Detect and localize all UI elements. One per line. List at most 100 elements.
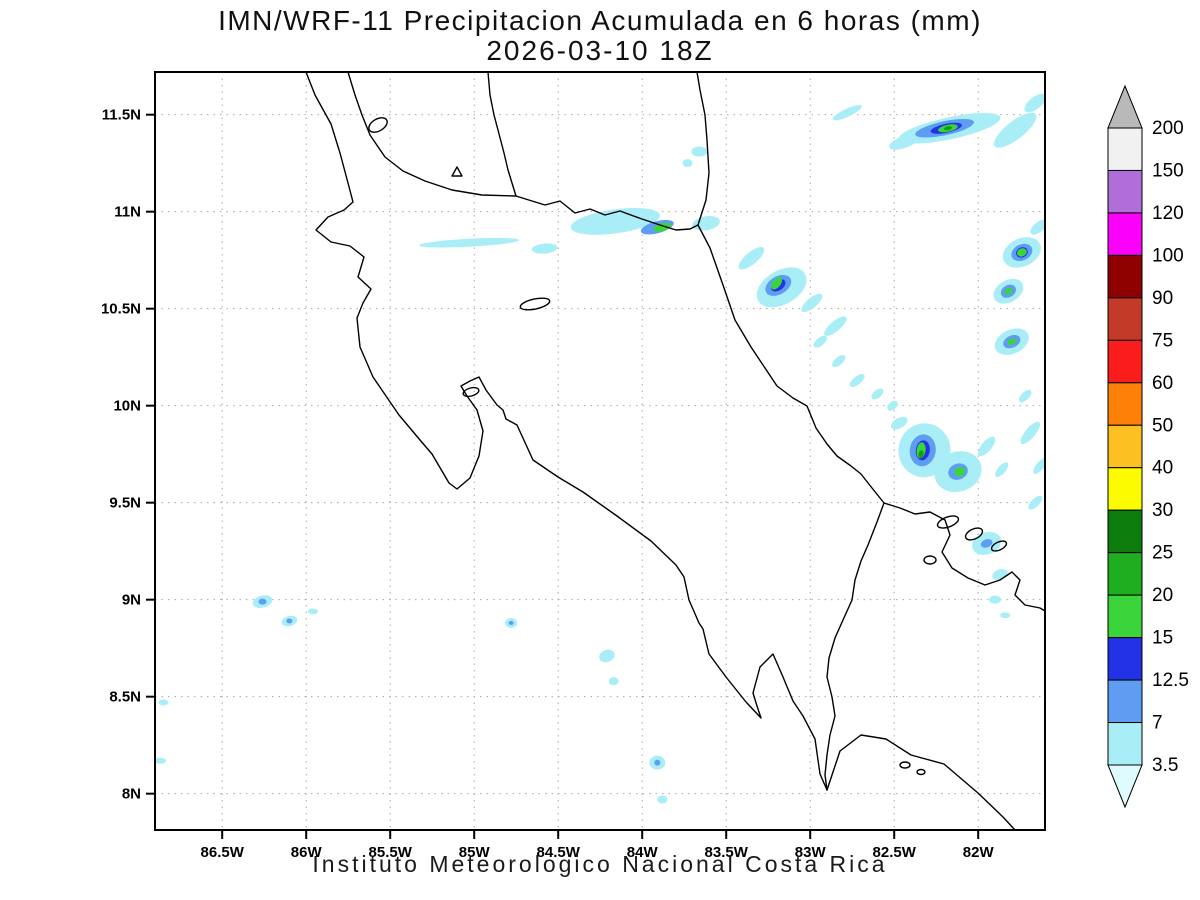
lat-tick-label: 8N <box>122 786 141 803</box>
legend-tick-label: 90 <box>1152 288 1173 309</box>
precip-cell <box>995 462 1009 478</box>
precip-cell <box>691 146 708 157</box>
precip-cell <box>599 649 615 663</box>
lat-tick-label: 9N <box>122 592 141 609</box>
lon-tick-label: 85W <box>459 844 491 861</box>
precip-cell <box>989 595 1001 604</box>
legend-arrow-bottom <box>1107 764 1143 809</box>
legend-swatch <box>1107 594 1143 639</box>
legend-tick-label: 75 <box>1152 330 1173 351</box>
legend-swatch <box>1107 169 1143 214</box>
legend-swatch <box>1107 467 1143 511</box>
footer-caption: Instituto Meteorologico Nacional Costa R… <box>312 851 887 877</box>
lon-tick-label: 83W <box>795 844 827 861</box>
precip-cell <box>531 243 558 254</box>
coastline-layer <box>305 72 1045 830</box>
precip-cell <box>824 316 847 336</box>
island-lake-nicaragua <box>368 117 388 133</box>
precip-cell <box>1017 248 1027 257</box>
precip-cell <box>1030 219 1045 235</box>
panama-border <box>824 502 885 791</box>
precip-cell <box>1033 457 1045 474</box>
lon-tick-label: 84.5W <box>537 844 581 861</box>
precip-cell <box>570 207 660 235</box>
precip-cell <box>944 126 952 131</box>
legend-swatch <box>1107 254 1143 299</box>
rio-san-juan-border <box>515 195 699 231</box>
legend-swatch <box>1107 339 1143 384</box>
lon-tick-label: 84W <box>627 844 659 861</box>
map-subtitle: 2026-03-10 18Z <box>486 35 713 66</box>
lon-tick-label: 83.5W <box>705 844 749 861</box>
precip-cell <box>155 757 167 764</box>
precip-cell <box>307 608 318 615</box>
lake-arenal <box>519 297 551 311</box>
precip-cell <box>158 699 169 706</box>
legend-tick-label: 120 <box>1152 203 1184 224</box>
lon-tick-label: 82W <box>963 844 995 861</box>
lat-tick-label: 8.5N <box>109 689 141 706</box>
colorbar-legend: 200 150 120 100 90 75 60 50 40 30 25 20 15 12.5 7 3.5 <box>1107 84 1189 809</box>
legend-tick-label: 7 <box>1152 713 1163 734</box>
legend-tick-label: 3.5 <box>1152 755 1178 776</box>
legend-tick-label: 12.5 <box>1152 670 1189 691</box>
coastline-caribbean-nicaragua <box>696 72 710 226</box>
legend-swatch <box>1107 722 1143 766</box>
lake-nicaragua-shore <box>347 72 517 197</box>
precip-cell <box>692 216 720 231</box>
precipitation-layer <box>155 93 1045 804</box>
island-triangle-marker <box>451 166 463 177</box>
precip-cell <box>1024 93 1045 113</box>
legend-swatch <box>1107 424 1143 469</box>
lat-tick-label: 10.5N <box>101 301 141 318</box>
precip-cell <box>1004 287 1013 295</box>
legend-tick-label: 200 <box>1152 118 1184 139</box>
legend-tick-label: 25 <box>1152 543 1173 564</box>
island-bocas-2 <box>964 527 984 541</box>
legend-swatch <box>1107 679 1143 724</box>
axis-layer: 86.5W 86W 85.5W 85W 84.5W 84W 83.5W 83W 82.5W 82W… <box>101 107 994 861</box>
map-title: IMN/WRF-11 Precipitacion Acumulada en 6 … <box>218 5 982 36</box>
precip-cell <box>871 388 884 400</box>
legend-swatch <box>1107 509 1143 554</box>
legend-swatch <box>1107 552 1143 596</box>
precip-cell <box>993 112 1037 148</box>
legend-tick-label: 15 <box>1152 628 1173 649</box>
islet-pacific-panama-2 <box>916 768 926 776</box>
precip-cell <box>771 277 783 290</box>
lat-tick-label: 11N <box>114 204 141 221</box>
precip-cell <box>258 598 267 605</box>
precip-cell <box>887 400 898 411</box>
precip-cell <box>832 355 846 368</box>
precip-cell <box>738 246 765 270</box>
lon-tick-label: 85.5W <box>369 844 413 861</box>
precip-cell <box>832 105 862 121</box>
lon-tick-label: 86.5W <box>201 844 245 861</box>
lon-tick-label: 86W <box>291 844 323 861</box>
lat-tick-label: 11.5N <box>102 107 141 124</box>
legend-swatch <box>1107 297 1143 341</box>
precip-cell <box>891 416 908 430</box>
lat-tick-label: 9.5N <box>109 495 141 512</box>
map-frame <box>154 71 1046 831</box>
lat-tick-label: 10N <box>113 398 141 415</box>
legend-swatch <box>1107 382 1143 426</box>
island-chira <box>462 386 480 398</box>
legend-swatch <box>1107 127 1143 171</box>
precip-cell <box>1007 338 1017 345</box>
precip-cell <box>508 620 514 625</box>
precip-cell <box>801 293 823 313</box>
coastline-bocas-del-toro <box>883 502 1045 612</box>
legend-swatch <box>1107 212 1143 256</box>
coastline-caribbean-costa-rica <box>697 224 885 504</box>
legend-swatch <box>1107 637 1143 681</box>
precip-cell <box>654 759 661 766</box>
precip-cell <box>1000 612 1011 619</box>
precip-cell <box>1028 495 1043 510</box>
legend-tick-label: 30 <box>1152 500 1173 521</box>
precip-cell <box>977 436 996 457</box>
precip-cell <box>1020 421 1041 445</box>
legend-tick-label: 100 <box>1152 245 1184 266</box>
